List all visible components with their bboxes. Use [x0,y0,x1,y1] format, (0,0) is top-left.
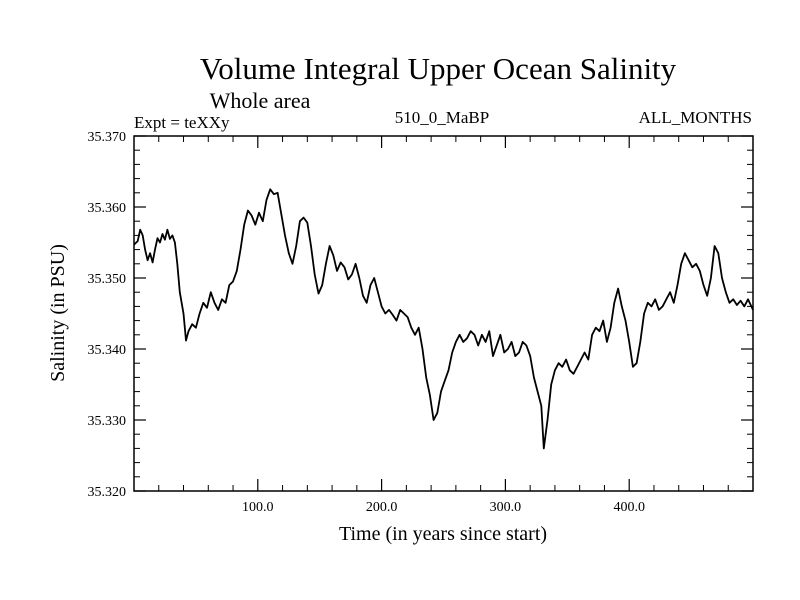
y-axis-label: Salinity (in PSU) [47,244,69,382]
salinity-series-line [133,188,754,450]
y-tick-label: 35.370 [88,130,127,145]
y-tick-label: 35.360 [88,201,127,216]
tick-labels: 100.0 200.0 300.0 400.0 35.320 35.330 35.340 35… [88,130,645,515]
x-axis-label: Time (in years since start) [339,523,547,545]
x-tick-label: 200.0 [366,500,398,515]
chart-subtitle: Whole area [210,88,311,113]
y-tick-label: 35.330 [88,414,127,429]
x-tick-label: 300.0 [490,500,522,515]
header-left: Expt = teXXy [134,113,230,132]
plot-frame [133,135,754,492]
y-tick-label: 35.340 [88,343,127,358]
x-tick-label: 100.0 [242,500,274,515]
y-tick-label: 35.350 [88,272,127,287]
x-tick-label: 400.0 [613,500,645,515]
chart-title: Volume Integral Upper Ocean Salinity [200,51,677,86]
header-center: 510_0_MaBP [395,108,489,127]
ticks [134,135,753,492]
y-tick-label: 35.320 [88,485,127,500]
header-right: ALL_MONTHS [639,108,752,127]
